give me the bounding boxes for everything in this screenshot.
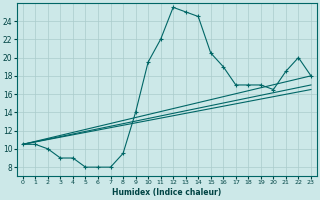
- X-axis label: Humidex (Indice chaleur): Humidex (Indice chaleur): [112, 188, 221, 197]
